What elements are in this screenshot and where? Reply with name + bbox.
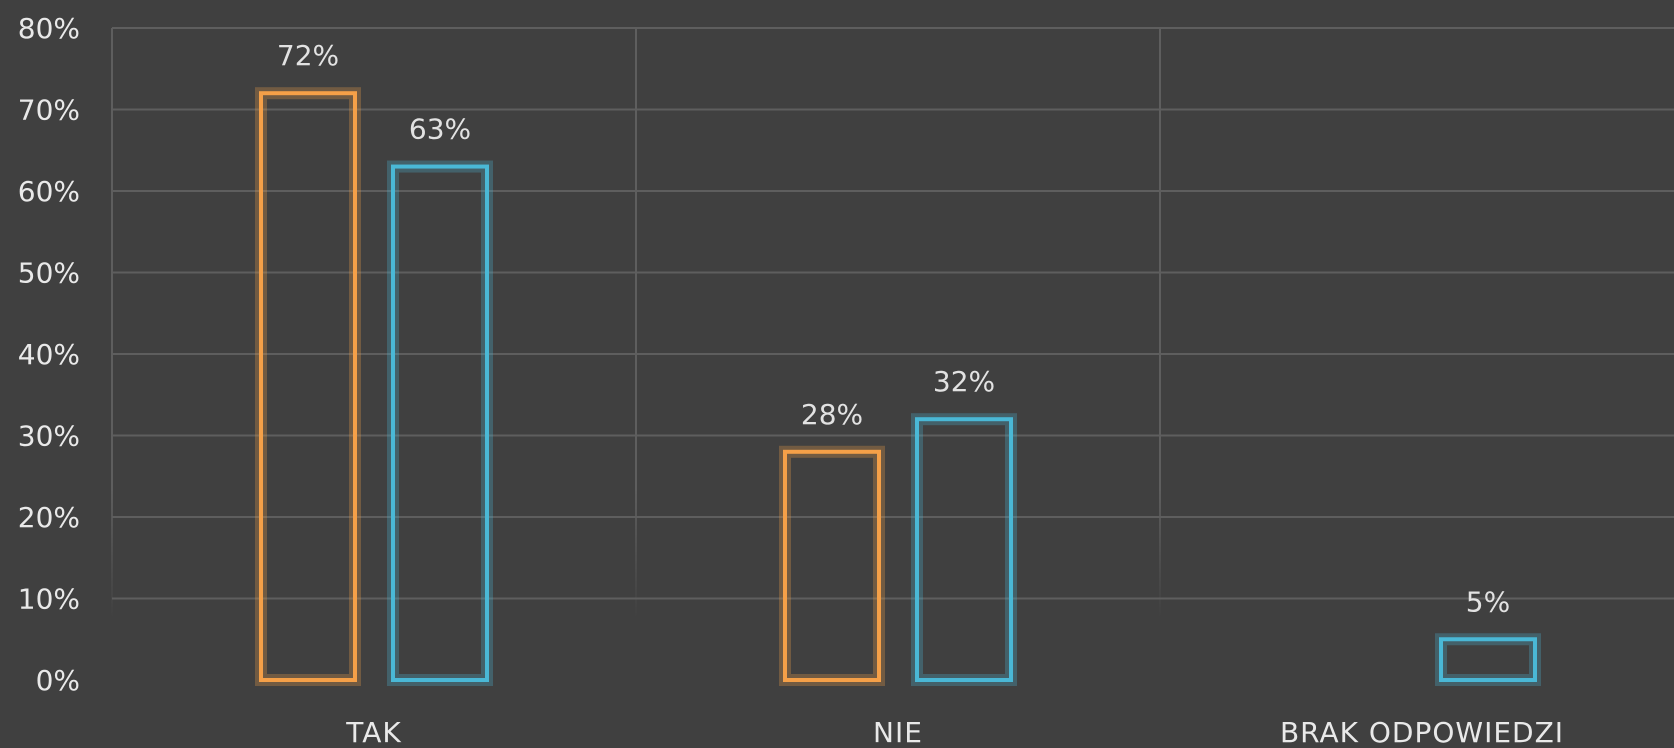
- bar-glow: [1435, 633, 1541, 686]
- category-labels: TAK NIE BRAK ODPOWIEDZI: [345, 716, 1564, 748]
- bar-glow: [779, 445, 885, 686]
- gridline-vertical: [635, 28, 637, 619]
- gridline-vertical: [1159, 28, 1161, 619]
- bar: [259, 91, 357, 682]
- y-tick-label: 20%: [18, 501, 80, 534]
- x-category-label: NIE: [873, 716, 923, 748]
- bar: [915, 417, 1013, 682]
- y-tick-label: 50%: [18, 257, 80, 290]
- y-tick-label: 40%: [18, 338, 80, 371]
- data-label: 72%: [277, 39, 339, 72]
- y-tick-label: 70%: [18, 94, 80, 127]
- bar-series: [255, 87, 1541, 687]
- bar: [783, 449, 881, 682]
- bar-glow: [387, 160, 493, 687]
- y-tick-label: 10%: [18, 583, 80, 616]
- data-labels: 72% 28% 63% 32% 5%: [277, 39, 1510, 618]
- y-axis-ticks: 0% 10% 20% 30% 40% 50% 60% 70% 80%: [18, 12, 80, 697]
- bar: [1439, 637, 1537, 682]
- x-category-label: BRAK ODPOWIEDZI: [1280, 716, 1564, 748]
- x-category-label: TAK: [345, 716, 401, 748]
- y-tick-label: 30%: [18, 420, 80, 453]
- bar-glow: [255, 87, 361, 686]
- y-tick-label: 80%: [18, 12, 80, 45]
- data-label: 63%: [409, 113, 471, 146]
- data-label: 5%: [1466, 585, 1510, 618]
- bar: [391, 164, 489, 683]
- y-tick-label: 60%: [18, 175, 80, 208]
- data-label: 28%: [801, 398, 863, 431]
- chart-grid: [111, 27, 1674, 619]
- gridline-vertical: [111, 28, 113, 619]
- bar-glow: [911, 413, 1017, 686]
- y-tick-label: 0%: [36, 664, 80, 697]
- data-label: 32%: [933, 365, 995, 398]
